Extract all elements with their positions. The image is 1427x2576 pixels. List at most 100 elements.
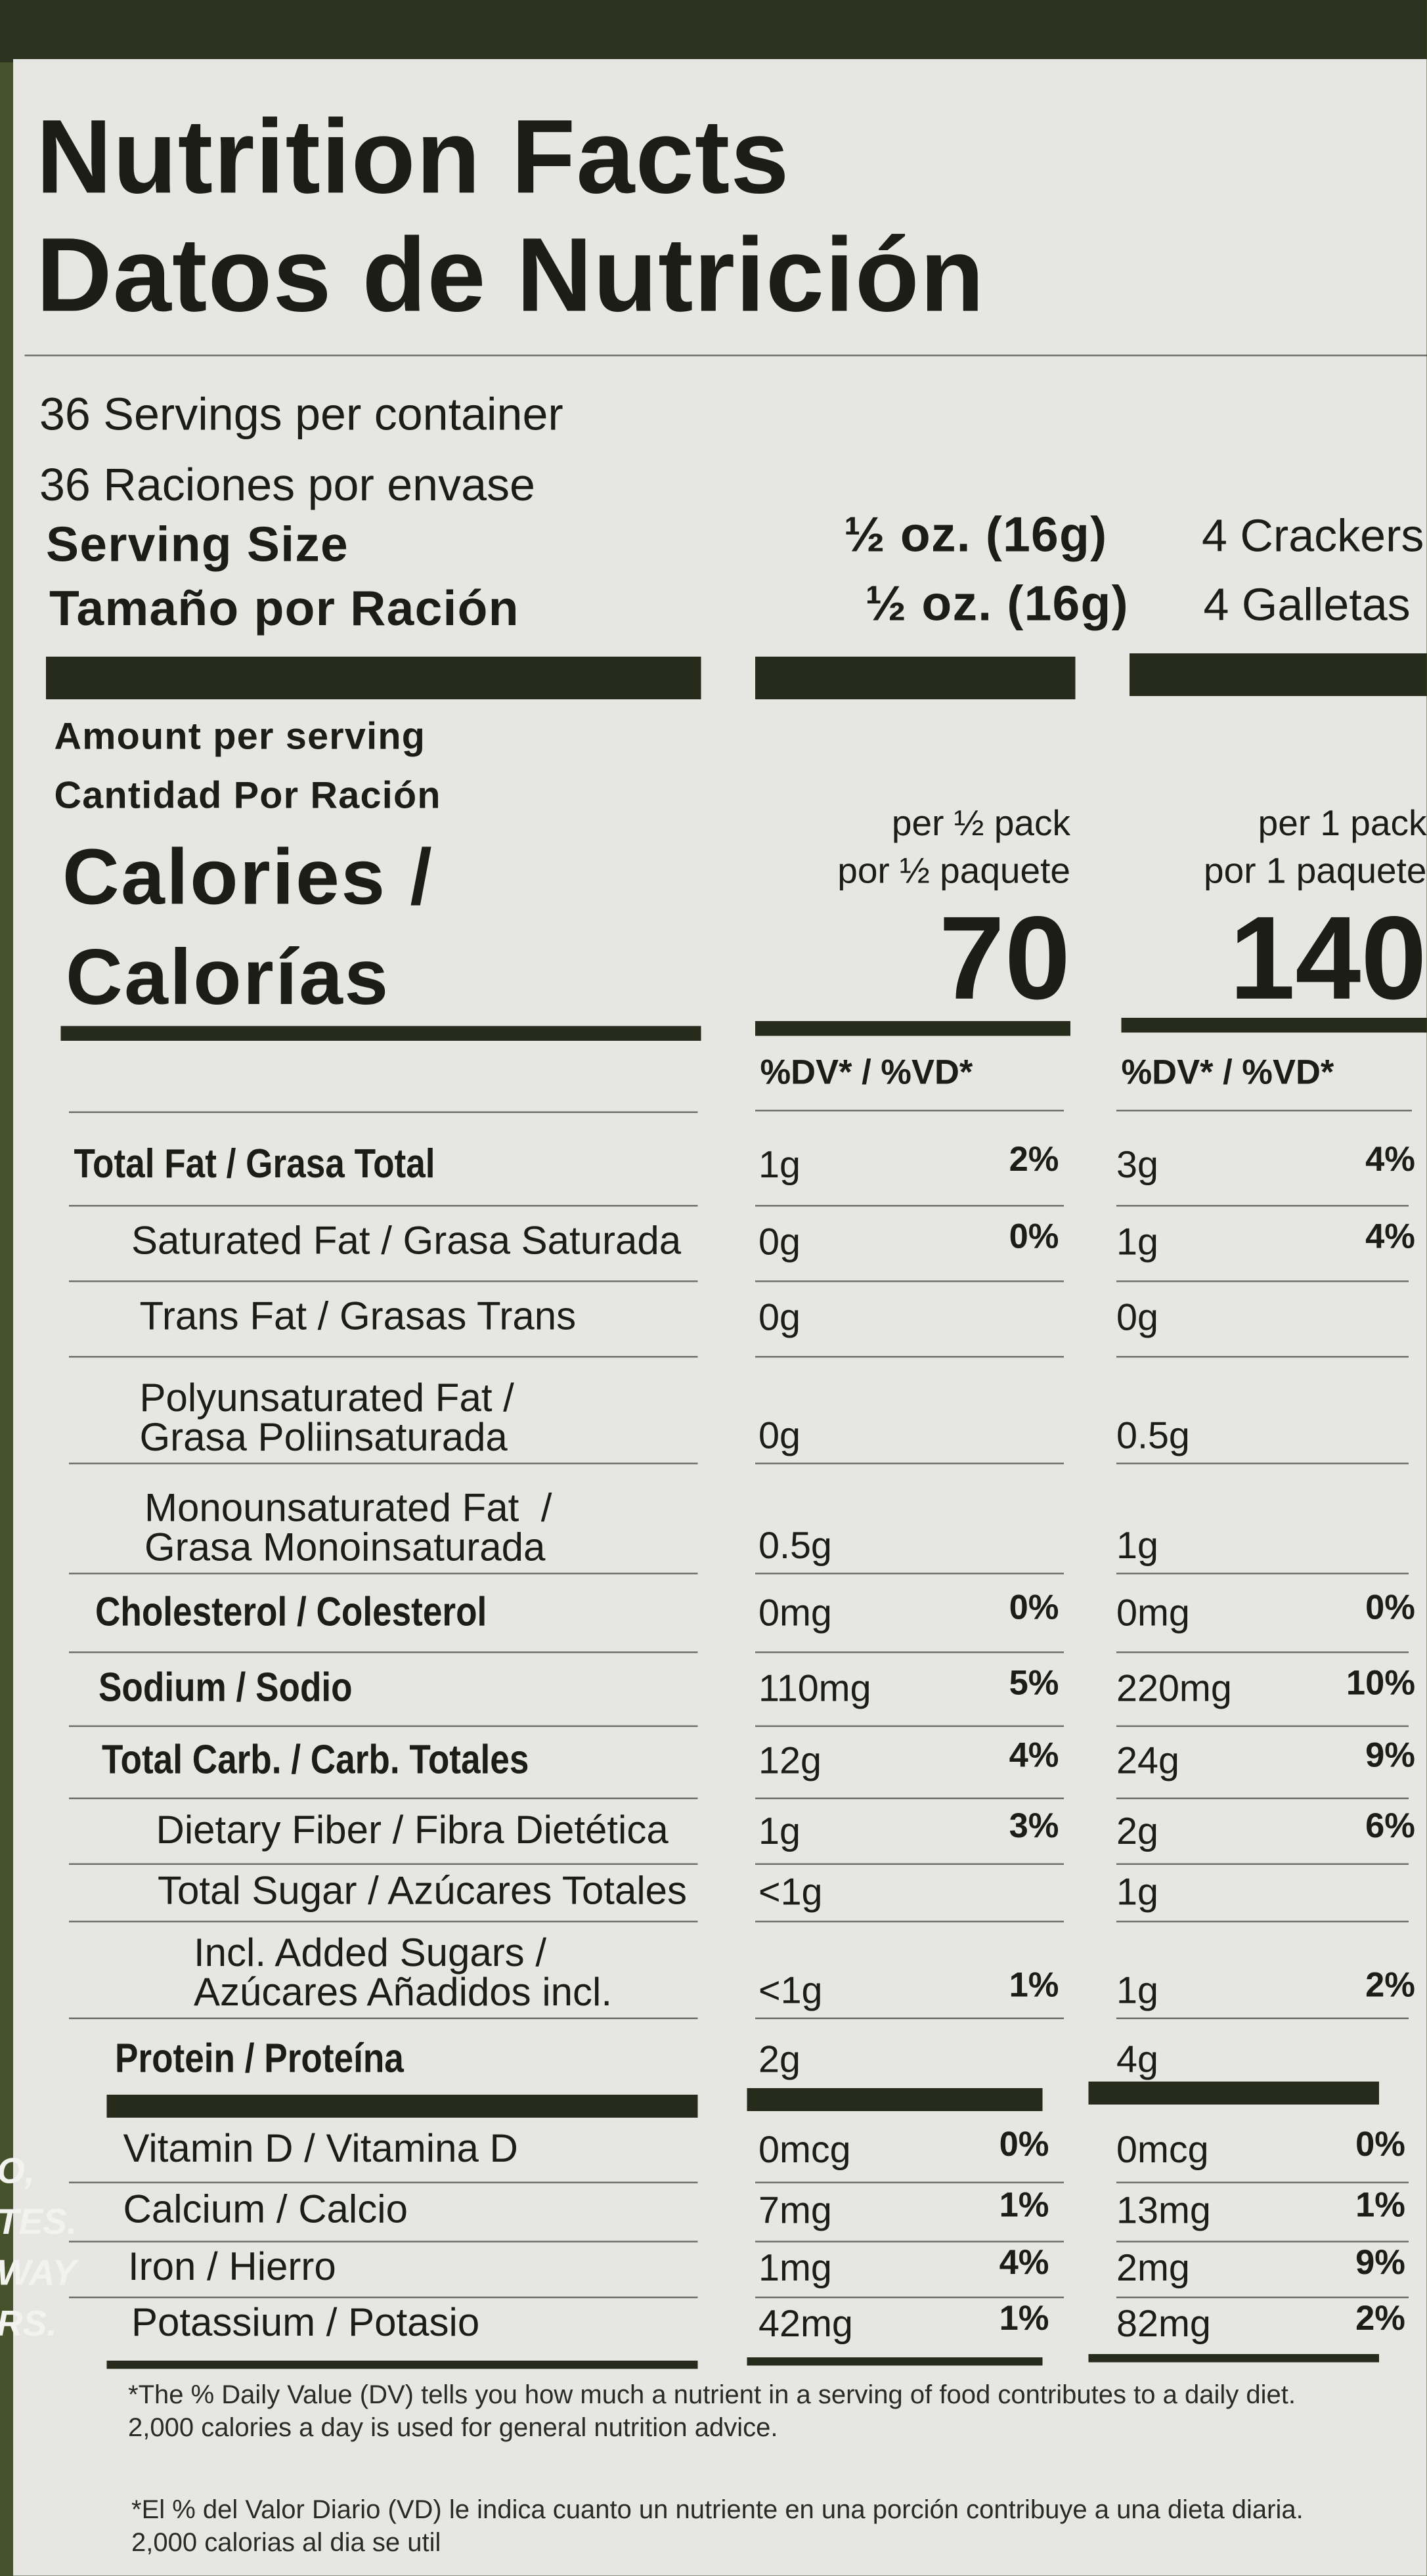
divider	[69, 1111, 698, 1113]
daily-value: 0%	[999, 2126, 1049, 2164]
amount: 42mg	[758, 2302, 853, 2345]
daily-value: 4%	[1365, 1141, 1415, 1179]
daily-value: 9%	[1355, 2244, 1405, 2282]
amount-per-serving-es: Cantidad Por Ración	[54, 774, 441, 817]
daily-value: 3%	[1009, 1808, 1059, 1846]
rule	[60, 1026, 701, 1041]
divider	[755, 1862, 1064, 1864]
rule	[747, 2357, 1043, 2366]
divider	[1116, 1725, 1409, 1727]
dv-header: %DV* / %VD*	[1121, 1054, 1334, 1093]
divider	[755, 1571, 1064, 1574]
serving-size-desc: 4 Crackers	[1202, 510, 1424, 561]
calories-label: Calories /	[62, 835, 434, 922]
amount: 1g	[758, 1143, 801, 1186]
nutrient-label: Calcium / Calcio	[123, 2187, 408, 2233]
divider	[69, 2181, 698, 2183]
divider	[69, 1280, 698, 1282]
calories-label-es: Calorías	[66, 934, 390, 1022]
calories-value: 140	[1229, 893, 1427, 1025]
amount: 0g	[1116, 1296, 1158, 1339]
amount: 82mg	[1116, 2302, 1211, 2345]
nutrient-label-bold: Protein / Proteína	[115, 2036, 404, 2082]
nutrient-label-bold: Cholesterol / Colesterol	[95, 1589, 487, 1636]
daily-value: 0%	[1355, 2126, 1405, 2164]
dv-header: %DV* / %VD*	[760, 1054, 973, 1093]
daily-value: 4%	[999, 2244, 1049, 2282]
daily-value: 2%	[1355, 2300, 1405, 2338]
footnote-es: *El % del Valor Diario (VD) le indica cu…	[131, 2497, 1304, 2558]
divider	[1116, 1110, 1412, 1112]
divider	[755, 1110, 1064, 1112]
daily-value: 4%	[1365, 1218, 1415, 1257]
amount: 0mcg	[758, 2128, 851, 2171]
footnote: *The % Daily Value (DV) tells you how mu…	[128, 2382, 1296, 2443]
amount: 0.5g	[758, 1523, 832, 1567]
rule	[755, 1021, 1070, 1036]
nutrient-label-bold: Total Fat / Grasa Total	[74, 1141, 435, 1188]
serving-size-amount: ½ oz. (16g)	[844, 508, 1108, 563]
divider	[1116, 2181, 1409, 2183]
background-band	[0, 0, 1427, 62]
serving-size-label: Serving Size	[46, 518, 349, 573]
rule	[1130, 653, 1427, 696]
daily-value: 4%	[1009, 1737, 1059, 1776]
divider	[1116, 1280, 1409, 1282]
divider	[69, 2017, 698, 2019]
divider	[69, 1462, 698, 1464]
amount: 1g	[1116, 1969, 1158, 2012]
title: Nutrition Facts	[36, 97, 790, 216]
servings-es: 36 Raciones por envase	[39, 459, 535, 510]
daily-value: 1%	[999, 2300, 1049, 2338]
divider	[24, 355, 1427, 357]
amount: 0.5g	[1116, 1414, 1190, 1457]
divider	[1116, 2296, 1409, 2298]
divider	[1116, 1356, 1409, 1358]
daily-value: 1%	[1009, 1967, 1059, 2005]
amount: 0mg	[758, 1591, 832, 1634]
amount: 0g	[758, 1220, 801, 1263]
amount: 110mg	[758, 1667, 871, 1710]
amount: 12g	[758, 1739, 822, 1782]
rule	[755, 657, 1076, 699]
amount: 24g	[1116, 1739, 1179, 1782]
divider	[69, 1797, 698, 1799]
amount: <1g	[758, 1969, 823, 2012]
rule	[46, 657, 701, 699]
column-header: per ½ pack	[891, 802, 1070, 844]
divider	[1116, 1571, 1409, 1574]
amount: 1g	[1116, 1870, 1158, 1913]
divider	[69, 1651, 698, 1653]
divider	[755, 1356, 1064, 1358]
nutrient-label: Saturated Fat / Grasa Saturada	[131, 1219, 682, 1264]
divider	[1116, 2240, 1409, 2242]
daily-value: 10%	[1346, 1665, 1415, 1703]
nutrient-label: Vitamin D / Vitamina D	[123, 2127, 518, 2172]
rule	[747, 2088, 1043, 2111]
divider	[755, 1651, 1064, 1653]
amount: 0g	[758, 1414, 801, 1457]
divider	[1116, 1204, 1409, 1206]
daily-value: 0%	[1009, 1589, 1059, 1628]
daily-value: 9%	[1365, 1737, 1415, 1776]
divider	[1116, 1921, 1409, 1923]
serving-size-label-es: Tamaño por Ración	[49, 582, 519, 637]
divider	[69, 1204, 698, 1206]
nutrient-label: Dietary Fiber / Fibra Dietética	[156, 1808, 669, 1853]
rule	[1088, 2082, 1379, 2105]
edge-text: WAY	[0, 2252, 77, 2293]
amount-per-serving: Amount per serving	[54, 714, 426, 758]
amount: 1g	[1116, 1220, 1158, 1263]
amount: 2g	[758, 2038, 801, 2081]
divider	[1116, 2017, 1409, 2019]
edge-text: TES.	[0, 2200, 77, 2242]
divider	[69, 1725, 698, 1727]
rule	[1088, 2354, 1379, 2363]
nutrient-label: Potassium / Potasio	[131, 2301, 480, 2346]
daily-value: 1%	[999, 2187, 1049, 2225]
divider	[755, 1280, 1064, 1282]
nutrient-label-bold: Sodium / Sodio	[99, 1665, 353, 1711]
rule	[1121, 1018, 1427, 1033]
divider	[755, 1725, 1064, 1727]
